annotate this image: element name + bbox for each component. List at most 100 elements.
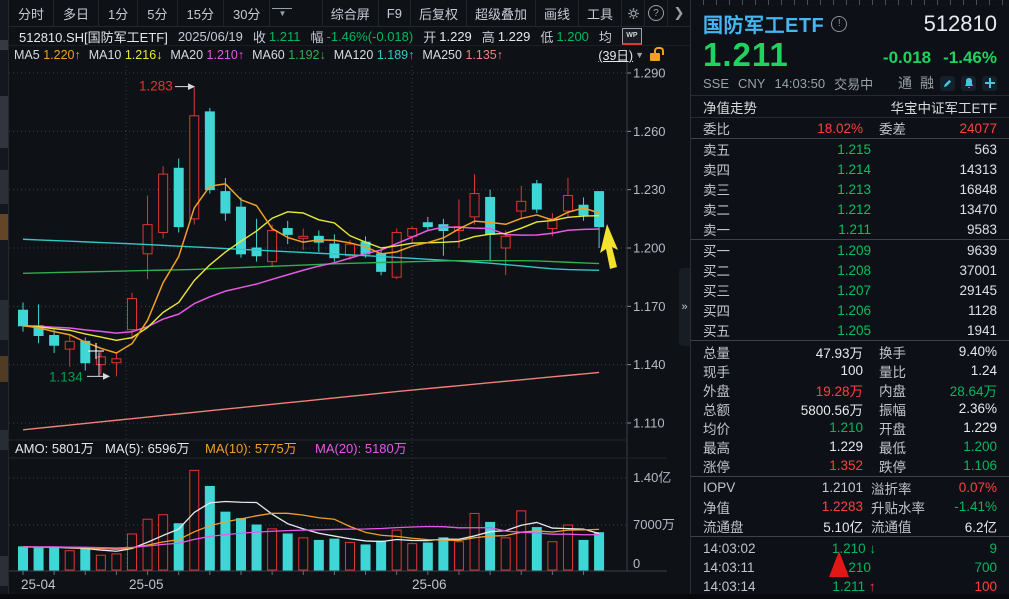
stats-row: 总额 5800.56万 振幅 2.36% <box>703 401 997 418</box>
price-change: -0.018 <box>882 48 932 67</box>
add-plus-icon[interactable] <box>982 75 997 91</box>
ma10-value: 1.216 <box>124 47 157 62</box>
bid-row-2[interactable]: 买二 1.208 37001 <box>703 262 997 280</box>
ma250-label: MA250 <box>422 47 462 62</box>
chart-svg: 1.290 1.260 1.230 1.200 1.170 1.140 1.110 1.283… <box>9 62 675 592</box>
nav-trend-label: 净值走势 <box>703 100 757 116</box>
stats-row: 涨停 1.352 跌停 1.106 <box>703 458 997 475</box>
edit-pencil-icon[interactable] <box>940 75 955 91</box>
toolbar-expand-icon[interactable]: ❯ <box>667 0 690 26</box>
ma-legend-bar: MA5 1.220↑ MA10 1.216↓ MA20 1.210↑ MA60 … <box>9 46 690 63</box>
post-adjust-button[interactable]: 后复权 <box>409 0 466 26</box>
candlestick-chart[interactable]: 1.290 1.260 1.230 1.200 1.170 1.140 1.110 1.283… <box>9 62 690 594</box>
tools-button[interactable]: 工具 <box>577 0 621 26</box>
left-sidebar-clipped <box>0 0 9 594</box>
high-label: 高 <box>481 29 495 45</box>
uptick-arrow-icon: ↑ <box>868 579 876 594</box>
weicha-value: 24077 <box>959 120 997 136</box>
ma250-arrow-icon: ↑ <box>496 47 503 62</box>
panel-collapse-handle[interactable]: » <box>679 268 690 346</box>
bid-row-4[interactable]: 买四 1.206 1128 <box>703 302 997 320</box>
low-value: 1.200 <box>556 28 589 44</box>
trading-status: 交易中 <box>834 76 874 92</box>
downtick-arrow-icon: ↓ <box>869 541 877 556</box>
ma20-value: 1.210 <box>206 47 238 62</box>
underlying-index-name: 华宝中证军工ETF <box>890 100 998 116</box>
ask-row-4[interactable]: 卖四 1.214 14313 <box>703 161 997 179</box>
f9-button[interactable]: F9 <box>377 0 410 26</box>
svg-text:1.110: 1.110 <box>633 415 665 430</box>
unlock-icon[interactable] <box>650 47 664 61</box>
ma20-label: MA20 <box>170 47 204 62</box>
period-selector[interactable]: (39日) <box>598 49 634 63</box>
open-label: 开 <box>423 29 437 45</box>
quote-info-bar: 512810.SH[国防军工ETF] 2025/06/19 收 1.211 幅 … <box>9 27 690 46</box>
etf-name: 国防军工ETF <box>703 15 825 37</box>
symbol-label: 512810.SH[国防军工ETF] <box>19 29 168 45</box>
tape-row: 14:03:02 1.210 ↓ 9 <box>703 541 997 556</box>
tab-1min[interactable]: 1分 <box>99 0 139 26</box>
etf-code: 512810 <box>923 10 997 36</box>
ma60-arrow-icon: ↓ <box>319 47 326 62</box>
chg-value: -1.46%(-0.018) <box>326 28 414 44</box>
panel-top-ruler <box>691 0 1009 6</box>
ask-row-2[interactable]: 卖二 1.212 13470 <box>703 201 997 219</box>
bid-row-3[interactable]: 买三 1.207 29145 <box>703 282 997 300</box>
exchange-label: SSE <box>703 75 730 91</box>
svg-text:1.260: 1.260 <box>633 124 666 139</box>
period-toolbar: 分时 多日 1分 5分 15分 30分 ▼ 综合屏 F9 后复权 超级叠加 画线… <box>9 0 690 27</box>
iopv-row: IOPV 1.2101 溢折率 0.07% <box>703 480 997 497</box>
close-value: 1.211 <box>268 28 301 44</box>
quote-date: 2025/06/19 <box>177 28 243 44</box>
alert-bell-icon[interactable] <box>961 75 976 91</box>
time-and-sales[interactable]: 14:03:02 1.210 ↓ 9 14:03:11 1.210 700 14… <box>691 537 1009 596</box>
svg-text:1.283: 1.283 <box>139 79 173 94</box>
svg-text:MA(5): 6596万: MA(5): 6596万 <box>105 441 190 456</box>
last-price: 1.211 <box>703 36 789 73</box>
close-label: 收 <box>252 29 266 45</box>
weibi-value: 18.02% <box>817 120 863 136</box>
price-change-pct: -1.46% <box>943 48 997 67</box>
period-dropdown-icon[interactable]: ▼ <box>272 7 293 19</box>
ma120-label: MA120 <box>333 47 374 62</box>
super-overlay-button[interactable]: 超级叠加 <box>465 0 535 26</box>
wp-badge-icon[interactable]: WP <box>621 27 642 45</box>
svg-text:25-04: 25-04 <box>21 577 56 592</box>
ask-row-5[interactable]: 卖五 1.215 563 <box>703 141 997 159</box>
svg-text:25-06: 25-06 <box>412 577 447 592</box>
svg-text:AMO: 5801万: AMO: 5801万 <box>15 441 94 456</box>
nav-trend-row[interactable]: 净值走势 华宝中证军工ETF <box>691 96 1009 117</box>
tab-30min[interactable]: 30分 <box>224 0 271 26</box>
iopv-row: 流通盘 5.10亿 流通值 6.2亿 <box>703 519 997 535</box>
composite-screen-button[interactable]: 综合屏 <box>321 0 378 26</box>
tab-duori[interactable]: 多日 <box>54 0 100 26</box>
bid-row-5[interactable]: 买五 1.205 1941 <box>703 322 997 340</box>
bid-row-1[interactable]: 买一 1.209 9639 <box>703 242 997 260</box>
ask-row-1[interactable]: 卖一 1.211 9583 <box>703 221 997 239</box>
margin-tag-rong: 融 <box>920 75 934 91</box>
open-value: 1.229 <box>439 28 472 44</box>
avg-label: 均 <box>598 29 612 45</box>
tab-15min[interactable]: 15分 <box>178 0 224 26</box>
info-icon[interactable]: ! <box>831 15 848 32</box>
stats-section: 总量 47.93万 换手 9.40% 现手 100 量比 1.24 外盘 19.28万 内盘 28… <box>691 341 1009 476</box>
ma60-label: MA60 <box>252 47 285 62</box>
svg-text:1.140: 1.140 <box>633 357 666 372</box>
tab-fenshi[interactable]: 分时 <box>9 0 55 26</box>
iopv-row: 净值 1.2283 升贴水率 -1.41% <box>703 499 997 516</box>
draw-line-button[interactable]: 画线 <box>534 0 578 26</box>
ma120-arrow-icon: ↑ <box>408 47 415 62</box>
help-icon[interactable]: ? <box>644 0 667 26</box>
svg-text:25-05: 25-05 <box>129 577 164 592</box>
high-value: 1.229 <box>497 28 531 44</box>
stats-row: 现手 100 量比 1.24 <box>703 363 997 380</box>
svg-text:1.40亿: 1.40亿 <box>633 470 671 485</box>
low-label: 低 <box>540 29 554 45</box>
tab-5min[interactable]: 5分 <box>138 0 178 26</box>
period-tri-icon[interactable]: ▼ <box>635 49 644 60</box>
settings-gear-icon[interactable] <box>621 0 644 26</box>
ma10-arrow-icon: ↓ <box>156 47 163 62</box>
ma60-value: 1.192 <box>288 47 320 62</box>
svg-text:0: 0 <box>633 556 640 571</box>
ask-row-3[interactable]: 卖三 1.213 16848 <box>703 181 997 199</box>
